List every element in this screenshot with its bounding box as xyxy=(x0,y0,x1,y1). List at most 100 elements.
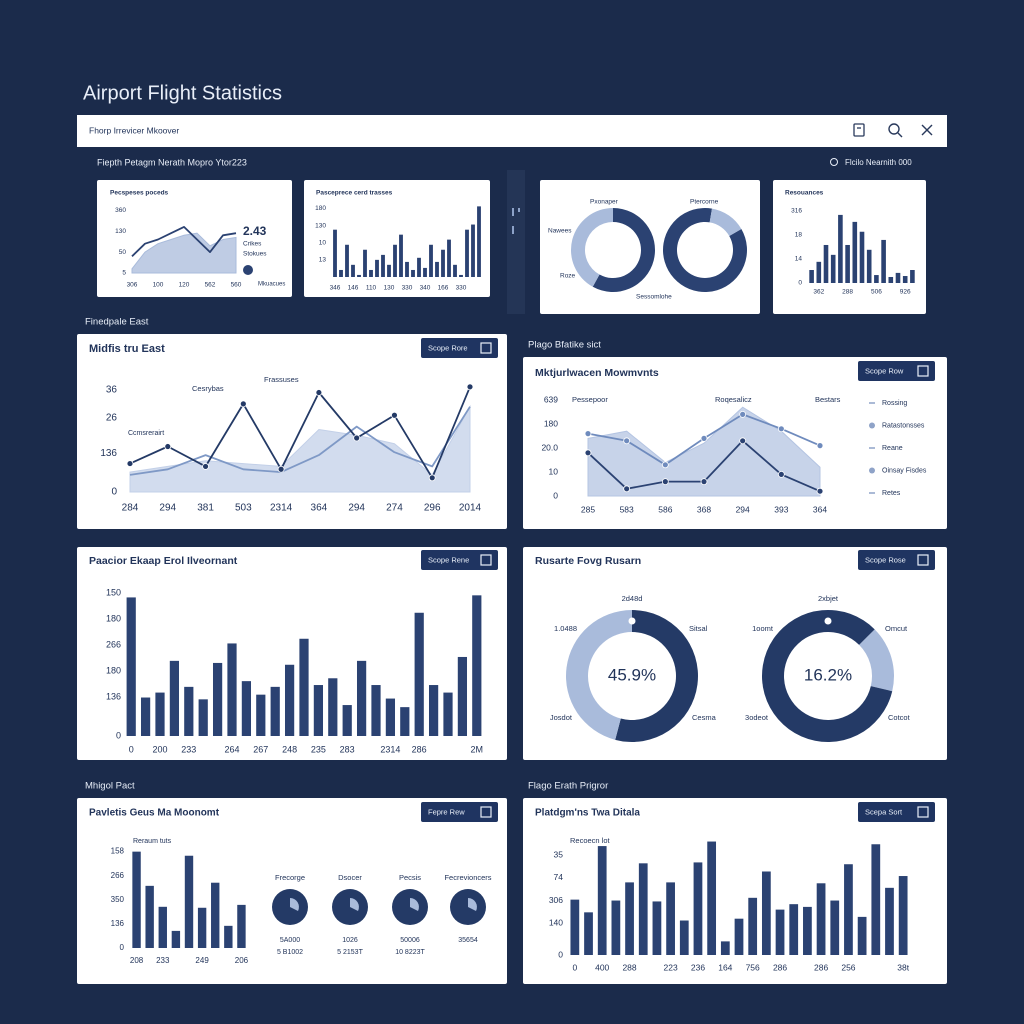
bar xyxy=(363,249,367,277)
y-tick-label: 180 xyxy=(106,613,121,623)
bar xyxy=(871,844,881,955)
bar xyxy=(803,906,812,955)
x-tick-label: 200 xyxy=(152,744,167,754)
point-marker xyxy=(428,474,436,482)
annotation: Crikes xyxy=(243,241,262,248)
legend-label: Reane xyxy=(882,445,903,452)
bar xyxy=(885,887,894,955)
bar xyxy=(441,249,445,277)
legend-marker xyxy=(869,467,875,474)
bar xyxy=(652,901,662,955)
y-tick-label: 13 xyxy=(319,257,327,264)
legend-marker xyxy=(869,422,875,429)
scope-button[interactable] xyxy=(858,550,935,570)
y-tick-label: 180 xyxy=(315,205,326,212)
donut-segment xyxy=(709,208,742,236)
section-label: Fiepth Petagm Nerath Mopro Ytor223 xyxy=(97,157,247,167)
y-tick-label: 5 xyxy=(122,270,126,277)
button-label: Scope Rene xyxy=(428,555,469,564)
bar xyxy=(169,660,180,736)
x-tick-label: 264 xyxy=(224,744,239,754)
y-tick-label: 136 xyxy=(111,919,125,928)
close-icon[interactable] xyxy=(921,124,933,136)
bar xyxy=(411,269,415,277)
x-tick-label: 368 xyxy=(697,504,711,514)
x-tick-label: 562 xyxy=(205,282,216,289)
scope-button[interactable] xyxy=(421,338,498,358)
y-tick-label: 20.0 xyxy=(541,442,558,452)
x-tick-label: 120 xyxy=(179,282,190,289)
x-tick-label: 233 xyxy=(181,744,196,754)
y-tick-label: 266 xyxy=(106,639,121,649)
bar xyxy=(857,916,867,955)
bar xyxy=(447,239,451,277)
x-tick-label: 926 xyxy=(900,289,911,296)
bar xyxy=(371,685,381,736)
bar xyxy=(707,841,717,955)
x-tick-label: 235 xyxy=(311,744,326,754)
donut-label: 2xbjet xyxy=(818,594,839,603)
scope-button[interactable] xyxy=(858,802,935,822)
stat-label: Fecrevioncers xyxy=(444,873,491,882)
divider-strip xyxy=(507,170,525,314)
search-bar[interactable] xyxy=(77,115,947,147)
x-tick-label: 364 xyxy=(813,504,827,514)
point-marker xyxy=(777,425,785,433)
bar xyxy=(328,678,338,736)
y-tick-label: 306 xyxy=(549,895,563,905)
point-marker xyxy=(739,410,747,418)
y-tick-label: 350 xyxy=(111,895,125,904)
panel-title: Pavletis Geus Ma Moonomt xyxy=(89,808,220,819)
button-icon xyxy=(917,806,929,818)
y-tick-label: 0 xyxy=(116,730,121,740)
button-label: Scope Row xyxy=(865,366,904,375)
x-tick-label: 274 xyxy=(386,503,403,514)
y-tick-label: 10 xyxy=(319,239,327,246)
y-tick-label: 10 xyxy=(549,466,559,476)
panel-title: Paacior Ekaap Erol Ilveornant xyxy=(89,555,238,567)
bar xyxy=(838,214,843,283)
bar xyxy=(224,925,233,948)
panel xyxy=(304,180,490,297)
bar xyxy=(816,883,826,955)
scope-button[interactable] xyxy=(858,361,935,381)
point-marker xyxy=(239,400,247,408)
bar xyxy=(414,612,424,736)
bar xyxy=(898,876,908,955)
annotation: Frassuses xyxy=(264,375,299,384)
x-tick-label: 362 xyxy=(813,289,824,296)
stat-icon-detail xyxy=(468,898,477,911)
bar xyxy=(145,885,154,948)
search-icon[interactable] xyxy=(888,123,903,138)
stat-detail: 10 8223T xyxy=(395,949,425,956)
x-tick-label: 330 xyxy=(456,285,467,292)
x-tick-label: 284 xyxy=(122,503,139,514)
bar xyxy=(375,259,379,277)
x-tick-label: 100 xyxy=(153,282,164,289)
bar xyxy=(237,904,246,948)
x-tick-label: 236 xyxy=(691,962,705,972)
annotation: 2.43 xyxy=(243,224,267,238)
bar xyxy=(211,882,220,948)
bar xyxy=(140,697,151,736)
x-tick-label: 364 xyxy=(311,503,328,514)
bar xyxy=(405,261,409,277)
x-tick-label: 2314 xyxy=(270,503,293,514)
bar xyxy=(465,229,469,277)
button-label: Scope Rore xyxy=(428,343,468,352)
bar xyxy=(830,254,836,283)
x-tick-label: 400 xyxy=(595,962,609,972)
calendar-icon[interactable] xyxy=(853,123,865,137)
annotation: Pxonaper xyxy=(590,199,619,206)
bar xyxy=(471,224,475,277)
donut-label: Omcut xyxy=(885,624,908,633)
scope-button[interactable] xyxy=(421,550,498,570)
x-tick-label: 38t xyxy=(897,962,909,972)
stat-label: Frecorge xyxy=(275,873,305,882)
x-tick-label: 285 xyxy=(581,504,595,514)
scope-button[interactable] xyxy=(421,802,498,822)
bar xyxy=(597,846,607,955)
annotation: Roqesalicz xyxy=(715,395,752,404)
x-tick-label: 164 xyxy=(718,962,732,972)
panel-title: Pasceprece cerd trasses xyxy=(316,190,393,197)
